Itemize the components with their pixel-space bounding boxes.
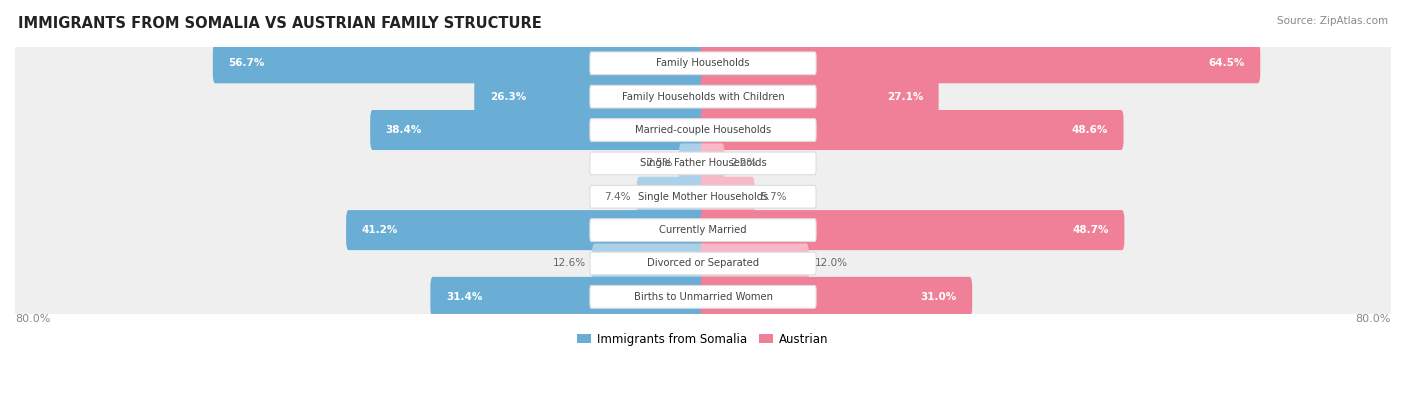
- FancyBboxPatch shape: [212, 43, 706, 83]
- Text: Married-couple Households: Married-couple Households: [636, 125, 770, 135]
- Text: 27.1%: 27.1%: [887, 92, 924, 102]
- FancyBboxPatch shape: [591, 185, 815, 208]
- FancyBboxPatch shape: [15, 33, 1391, 93]
- FancyBboxPatch shape: [346, 210, 706, 250]
- FancyBboxPatch shape: [15, 100, 1391, 160]
- Text: Source: ZipAtlas.com: Source: ZipAtlas.com: [1277, 16, 1388, 26]
- FancyBboxPatch shape: [700, 243, 808, 284]
- Text: Births to Unmarried Women: Births to Unmarried Women: [634, 292, 772, 302]
- Text: 31.4%: 31.4%: [446, 292, 482, 302]
- Text: Family Households with Children: Family Households with Children: [621, 92, 785, 102]
- Text: Divorced or Separated: Divorced or Separated: [647, 258, 759, 269]
- Text: 80.0%: 80.0%: [1355, 314, 1391, 324]
- FancyBboxPatch shape: [700, 277, 972, 317]
- Text: Family Households: Family Households: [657, 58, 749, 68]
- FancyBboxPatch shape: [591, 52, 815, 75]
- Text: 41.2%: 41.2%: [361, 225, 398, 235]
- FancyBboxPatch shape: [591, 118, 815, 141]
- Text: 5.7%: 5.7%: [761, 192, 787, 202]
- FancyBboxPatch shape: [592, 243, 706, 284]
- FancyBboxPatch shape: [700, 177, 755, 217]
- FancyBboxPatch shape: [370, 110, 706, 150]
- FancyBboxPatch shape: [591, 152, 815, 175]
- FancyBboxPatch shape: [700, 43, 1260, 83]
- FancyBboxPatch shape: [15, 233, 1391, 293]
- FancyBboxPatch shape: [591, 252, 815, 275]
- Text: 56.7%: 56.7%: [228, 58, 264, 68]
- Text: 12.6%: 12.6%: [553, 258, 586, 269]
- FancyBboxPatch shape: [700, 210, 1125, 250]
- Text: 12.0%: 12.0%: [815, 258, 848, 269]
- Legend: Immigrants from Somalia, Austrian: Immigrants from Somalia, Austrian: [572, 328, 834, 350]
- FancyBboxPatch shape: [591, 286, 815, 308]
- Text: 7.4%: 7.4%: [605, 192, 631, 202]
- Text: 2.5%: 2.5%: [647, 158, 673, 168]
- FancyBboxPatch shape: [15, 267, 1391, 327]
- FancyBboxPatch shape: [474, 77, 706, 117]
- FancyBboxPatch shape: [700, 143, 724, 183]
- Text: Single Father Households: Single Father Households: [640, 158, 766, 168]
- FancyBboxPatch shape: [591, 85, 815, 108]
- Text: 48.7%: 48.7%: [1073, 225, 1109, 235]
- Text: 38.4%: 38.4%: [385, 125, 422, 135]
- FancyBboxPatch shape: [637, 177, 706, 217]
- FancyBboxPatch shape: [430, 277, 706, 317]
- Text: Single Mother Households: Single Mother Households: [638, 192, 768, 202]
- Text: 80.0%: 80.0%: [15, 314, 51, 324]
- FancyBboxPatch shape: [679, 143, 706, 183]
- FancyBboxPatch shape: [15, 67, 1391, 127]
- Text: 64.5%: 64.5%: [1208, 58, 1244, 68]
- FancyBboxPatch shape: [591, 219, 815, 241]
- Text: 48.6%: 48.6%: [1071, 125, 1108, 135]
- Text: Currently Married: Currently Married: [659, 225, 747, 235]
- FancyBboxPatch shape: [700, 110, 1123, 150]
- Text: 2.2%: 2.2%: [731, 158, 756, 168]
- Text: 31.0%: 31.0%: [921, 292, 956, 302]
- FancyBboxPatch shape: [700, 77, 939, 117]
- FancyBboxPatch shape: [15, 167, 1391, 227]
- FancyBboxPatch shape: [15, 134, 1391, 194]
- Text: IMMIGRANTS FROM SOMALIA VS AUSTRIAN FAMILY STRUCTURE: IMMIGRANTS FROM SOMALIA VS AUSTRIAN FAMI…: [18, 16, 543, 31]
- Text: 26.3%: 26.3%: [489, 92, 526, 102]
- FancyBboxPatch shape: [15, 200, 1391, 260]
